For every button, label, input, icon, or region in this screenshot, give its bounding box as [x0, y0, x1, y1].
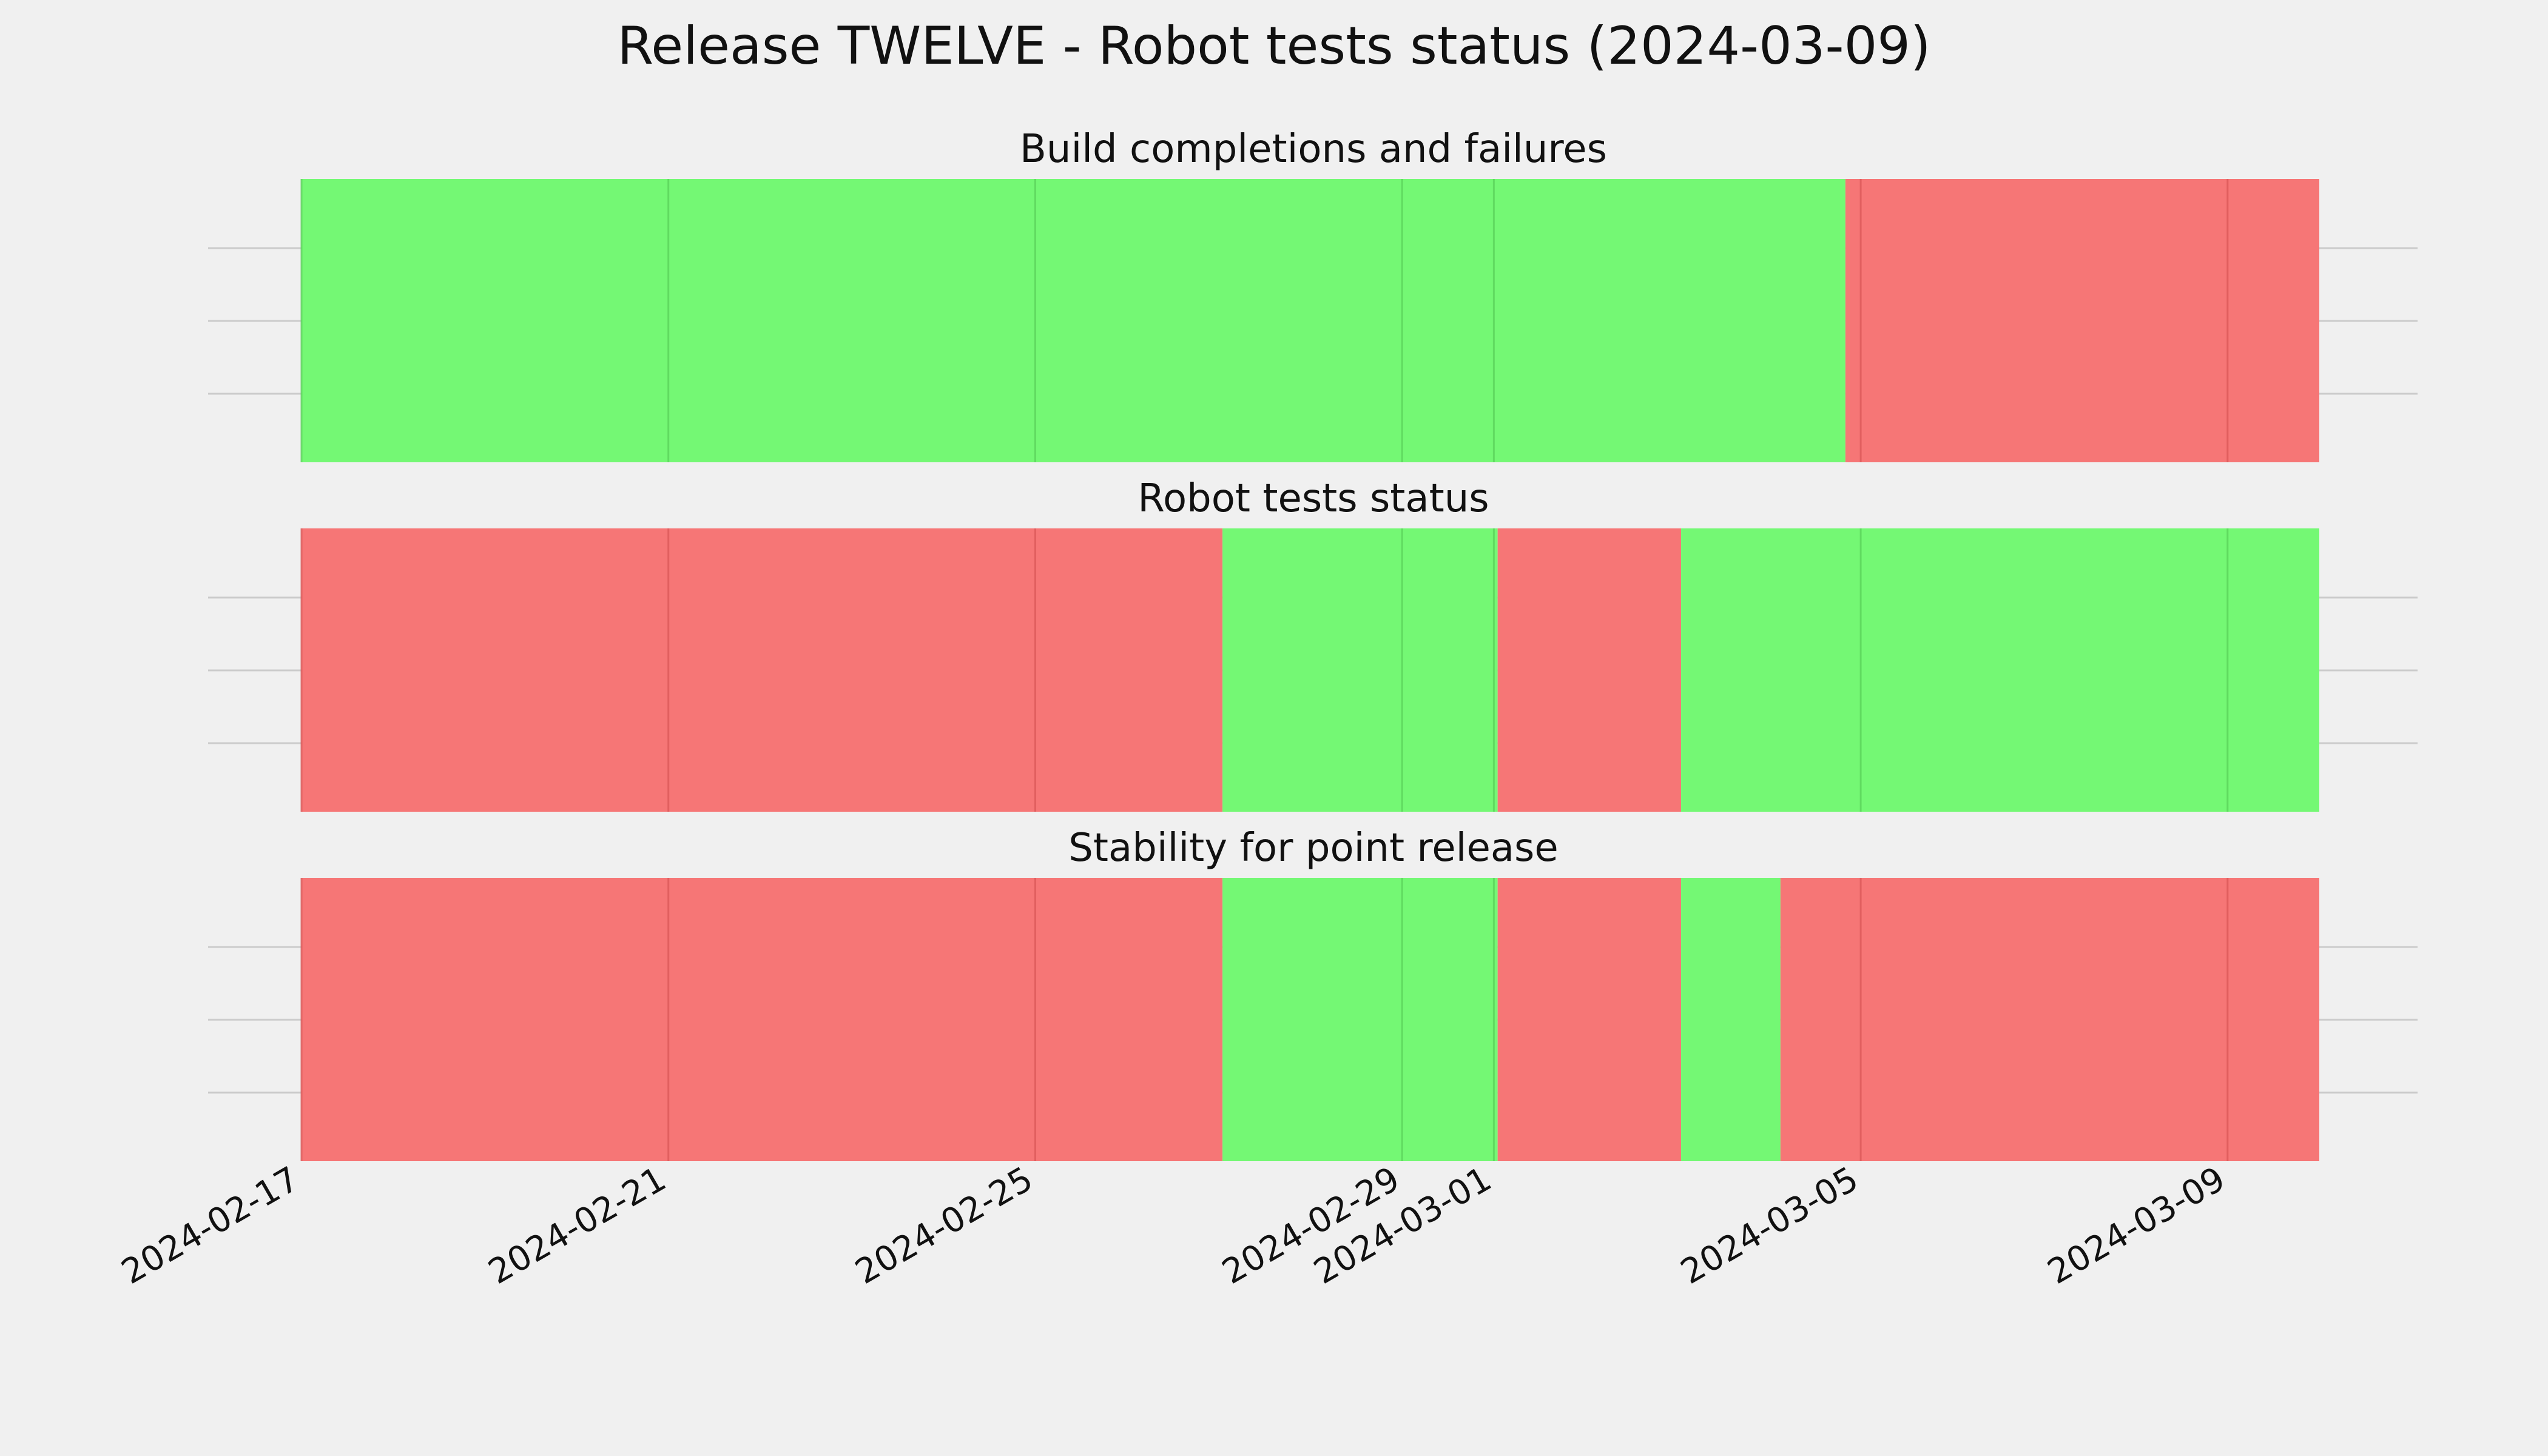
- panel-2: Robot tests status: [208, 476, 2418, 812]
- panel-1: Build completions and failures: [208, 127, 2418, 462]
- panel-title: Build completions and failures: [1020, 127, 1607, 172]
- segment-pass: [1681, 878, 1781, 1161]
- segment-pass: [1681, 528, 2319, 812]
- segment-fail: [1845, 179, 2319, 462]
- segment-pass: [302, 179, 1845, 462]
- panel-3: Stability for point release: [208, 826, 2418, 1161]
- chart-title: Release TWELVE - Robot tests status (202…: [617, 16, 1930, 76]
- segment-fail: [1497, 528, 1682, 812]
- panels: Build completions and failures Robot test…: [208, 127, 2418, 1161]
- segment-fail: [1497, 878, 1682, 1161]
- panel-title: Robot tests status: [1138, 476, 1489, 521]
- segment-fail: [302, 528, 1223, 812]
- panel-title: Stability for point release: [1068, 826, 1559, 871]
- segment-pass: [1222, 878, 1498, 1161]
- segment-fail: [1780, 878, 2319, 1161]
- segment-pass: [1222, 528, 1498, 812]
- segment-fail: [302, 878, 1223, 1161]
